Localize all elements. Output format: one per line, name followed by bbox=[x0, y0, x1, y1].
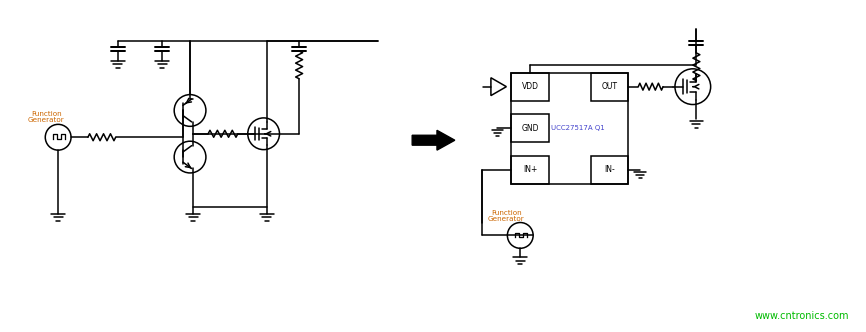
Text: Function: Function bbox=[31, 112, 61, 118]
Polygon shape bbox=[412, 130, 455, 150]
Bar bbox=[511, 115, 549, 142]
Bar bbox=[511, 73, 629, 184]
Text: IN+: IN+ bbox=[523, 165, 538, 175]
Text: VDD: VDD bbox=[521, 82, 539, 91]
Bar bbox=[591, 73, 629, 101]
Text: UCC27517A Q1: UCC27517A Q1 bbox=[551, 125, 604, 131]
Text: Generator: Generator bbox=[488, 215, 525, 221]
Text: Function: Function bbox=[491, 209, 521, 215]
Text: IN-: IN- bbox=[604, 165, 615, 175]
Text: Generator: Generator bbox=[28, 117, 65, 124]
Text: www.cntronics.com: www.cntronics.com bbox=[755, 311, 850, 321]
Text: GND: GND bbox=[521, 124, 539, 133]
Bar bbox=[511, 73, 549, 101]
Bar bbox=[511, 156, 549, 184]
Bar bbox=[591, 156, 629, 184]
Text: OUT: OUT bbox=[602, 82, 617, 91]
